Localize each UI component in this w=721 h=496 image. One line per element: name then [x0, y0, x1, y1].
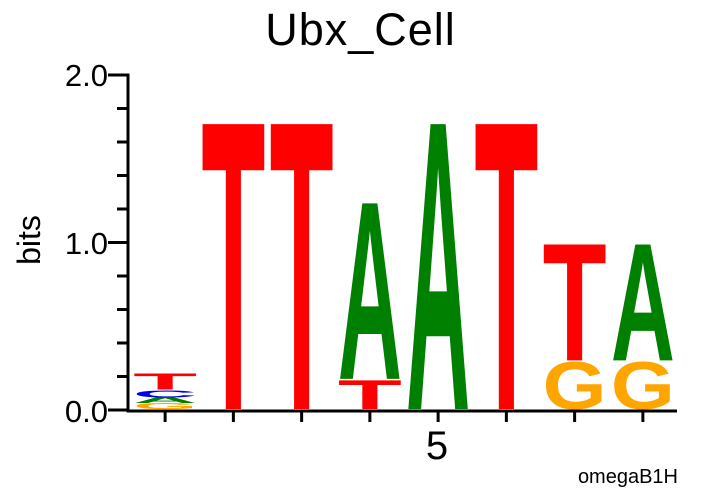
logo-letter-C-pos1: C: [133, 388, 197, 400]
logo-letter-T-pos3: T: [270, 34, 334, 496]
logo-letter-A-pos1: A: [133, 396, 197, 405]
logo-letter-T-pos4: T: [338, 372, 402, 419]
chart-title: Ubx_Cell: [265, 4, 456, 55]
attribution-label: omegaB1H: [577, 466, 678, 488]
y-tick-label-0.0: 0.0: [64, 394, 108, 429]
logo-letter-A-pos4: A: [338, 150, 402, 434]
logo-letter-T-pos7: T: [543, 208, 607, 396]
logo-letter-G-pos8: G: [611, 347, 675, 423]
logo-letter-A-pos5: A: [406, 34, 470, 496]
logo-letter-T-pos2: T: [201, 34, 265, 496]
logo-letter-A-pos8: A: [611, 208, 675, 396]
logo-letter-G-pos7: G: [543, 347, 607, 423]
y-tick-label-1.0: 1.0: [64, 226, 108, 261]
y-tick-label-2.0: 2.0: [64, 58, 108, 93]
logo-letter-T-pos6: T: [474, 34, 538, 496]
logo-letter-T-pos1: T: [133, 369, 197, 395]
x-tick-label-5: 5: [425, 424, 449, 468]
logo-letter-G-pos1: G: [133, 402, 197, 411]
